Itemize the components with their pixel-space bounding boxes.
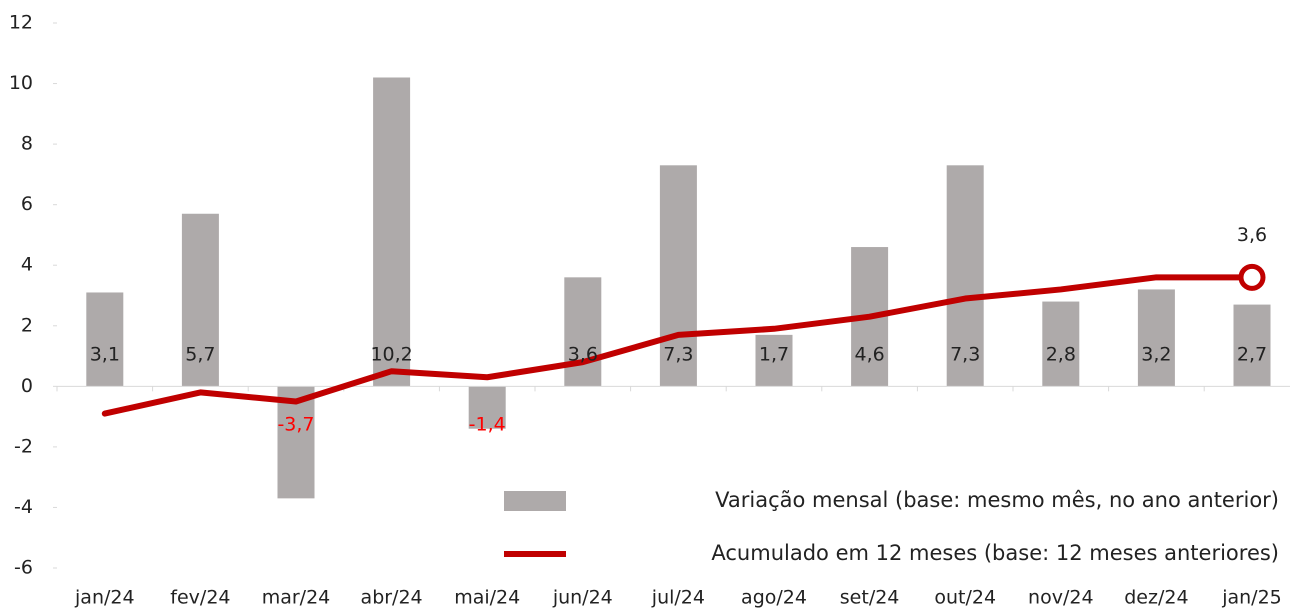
bar: [564, 277, 602, 387]
y-tick-label: 10: [9, 72, 33, 94]
x-tick-label: set/24: [840, 587, 900, 609]
data-label: 3,6: [1237, 224, 1267, 246]
y-tick-label: 6: [21, 193, 33, 215]
data-label: 3,1: [90, 344, 120, 366]
x-tick-label: ago/24: [741, 587, 807, 609]
data-label: 2,7: [1237, 344, 1267, 366]
data-label: 10,2: [370, 344, 412, 366]
y-tick-label: 12: [9, 12, 33, 34]
bar: [86, 292, 124, 387]
x-tick-label: out/24: [934, 587, 996, 609]
x-tick-label: nov/24: [1028, 587, 1094, 609]
bar: [659, 165, 697, 387]
data-label: 3,6: [568, 344, 598, 366]
legend-label: Variação mensal (base: mesmo mês, no ano…: [715, 488, 1279, 512]
x-tick-label: mai/24: [454, 587, 520, 609]
legend-label: Acumulado em 12 meses (base: 12 meses an…: [711, 541, 1279, 565]
data-label: 4,6: [854, 344, 884, 366]
data-label: -3,7: [277, 414, 314, 436]
bar: [468, 386, 506, 429]
y-tick-label: -4: [14, 496, 33, 518]
bar: [755, 334, 793, 387]
x-tick-label: fev/24: [170, 587, 230, 609]
data-label: 2,8: [1046, 344, 1076, 366]
bar: [946, 165, 984, 387]
bar: [1137, 289, 1175, 387]
bar: [1042, 301, 1080, 387]
bar: [277, 386, 315, 499]
bar: [1233, 304, 1271, 387]
x-tick-label: abr/24: [361, 587, 423, 609]
y-tick-label: 0: [21, 375, 33, 397]
x-tick-label: jun/24: [552, 587, 613, 609]
y-tick-label: -2: [14, 435, 33, 457]
y-tick-label: -6: [14, 557, 33, 579]
x-tick-label: dez/24: [1124, 587, 1188, 609]
bar: [181, 213, 219, 387]
line: [101, 274, 1255, 417]
y-tick-label: 4: [21, 254, 33, 276]
bar: [373, 77, 411, 387]
x-tick-label: mar/24: [262, 587, 331, 609]
x-tick-label: jan/25: [1221, 587, 1282, 609]
data-label: 1,7: [759, 344, 789, 366]
data-label: 7,3: [950, 344, 980, 366]
data-label: 3,2: [1141, 344, 1171, 366]
data-label: 5,7: [185, 344, 215, 366]
x-tick-label: jul/24: [651, 587, 705, 609]
y-tick-label: 8: [21, 133, 33, 155]
y-tick-label: 2: [21, 314, 33, 336]
x-tick-label: jan/24: [74, 587, 135, 609]
legend-swatch: [504, 491, 566, 511]
data-label: -1,4: [469, 414, 506, 436]
point-marker: [1238, 263, 1266, 291]
data-label: 7,3: [663, 344, 693, 366]
